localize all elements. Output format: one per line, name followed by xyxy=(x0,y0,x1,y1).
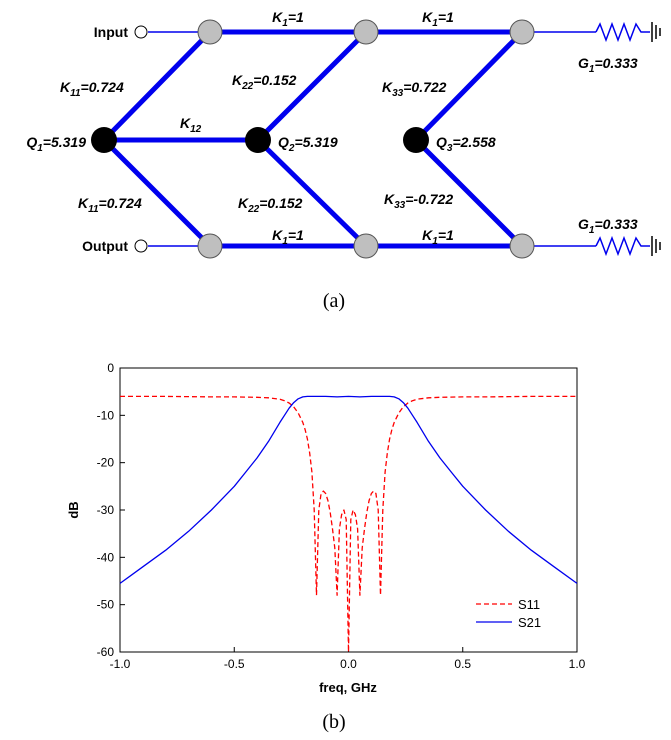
x-tick-label: -1.0 xyxy=(110,657,131,671)
y-tick-label: -30 xyxy=(97,503,115,517)
resonator-q1 xyxy=(91,127,117,153)
label-k1-top-right: K1=1 xyxy=(422,9,454,29)
resistor-bot xyxy=(596,238,650,254)
x-tick-label: 0.5 xyxy=(454,657,471,671)
label-k22-bot: K22=0.152 xyxy=(238,195,303,215)
node-top-2 xyxy=(354,20,378,44)
ground-icon xyxy=(652,236,660,256)
output-label: Output xyxy=(82,238,128,254)
resonator-q2 xyxy=(245,127,271,153)
coupling-diagram: Input Output K1=1 K1=1 K1=1 K1=1 K11=0.7… xyxy=(26,9,660,312)
y-tick-label: -40 xyxy=(97,550,115,564)
input-label: Input xyxy=(94,24,129,40)
s-parameter-chart: -1.0 -0.5 0.0 0.5 1.0 0 -10 -20 -30 -40 -50 -60 fre… xyxy=(66,361,586,733)
label-k12: K12 xyxy=(180,115,202,135)
node-top-1 xyxy=(198,20,222,44)
label-k22-top: K22=0.152 xyxy=(232,72,297,92)
y-axis-title: dB xyxy=(66,501,81,518)
plot-frame xyxy=(120,368,577,652)
series-line-s11 xyxy=(120,396,577,652)
caption-b: (b) xyxy=(322,711,345,733)
y-tick-label: 0 xyxy=(107,361,114,375)
caption-a: (a) xyxy=(323,290,345,312)
label-g1-bot: G1=0.333 xyxy=(578,216,638,236)
node-top-3 xyxy=(510,20,534,44)
node-bot-1 xyxy=(198,234,222,258)
label-g1-top: G1=0.333 xyxy=(578,55,638,75)
resonator-q3 xyxy=(403,127,429,153)
node-bot-2 xyxy=(354,234,378,258)
y-tick-label: -50 xyxy=(97,598,115,612)
legend-label-s21: S21 xyxy=(518,615,541,630)
label-k11-bot: K11=0.724 xyxy=(78,195,142,215)
ground-icon xyxy=(652,22,660,42)
label-k33-bot: K33=-0.722 xyxy=(384,191,453,211)
x-tick-label: -0.5 xyxy=(224,657,245,671)
resistor-top xyxy=(596,24,650,40)
output-port-node xyxy=(135,240,147,252)
node-bot-3 xyxy=(510,234,534,258)
label-q2: Q2=5.319 xyxy=(278,134,338,154)
x-axis-title: freq, GHz xyxy=(319,680,377,695)
series-line-s21 xyxy=(120,396,577,583)
y-tick-label: -20 xyxy=(97,456,115,470)
y-tick-label: -10 xyxy=(97,408,115,422)
label-k11-top: K11=0.724 xyxy=(60,79,124,99)
input-port-node xyxy=(135,26,147,38)
label-k1-top-left: K1=1 xyxy=(272,9,304,29)
legend-label-s11: S11 xyxy=(518,597,540,612)
y-tick-label: -60 xyxy=(97,645,115,659)
label-k33-top: K33=0.722 xyxy=(382,79,447,99)
label-q1: Q1=5.319 xyxy=(26,134,86,154)
x-tick-label: 0.0 xyxy=(340,657,357,671)
legend: S11 S21 xyxy=(476,597,541,630)
x-tick-label: 1.0 xyxy=(569,657,586,671)
label-q3: Q3=2.558 xyxy=(436,134,496,154)
coupling-line-k11-bot xyxy=(104,140,210,246)
